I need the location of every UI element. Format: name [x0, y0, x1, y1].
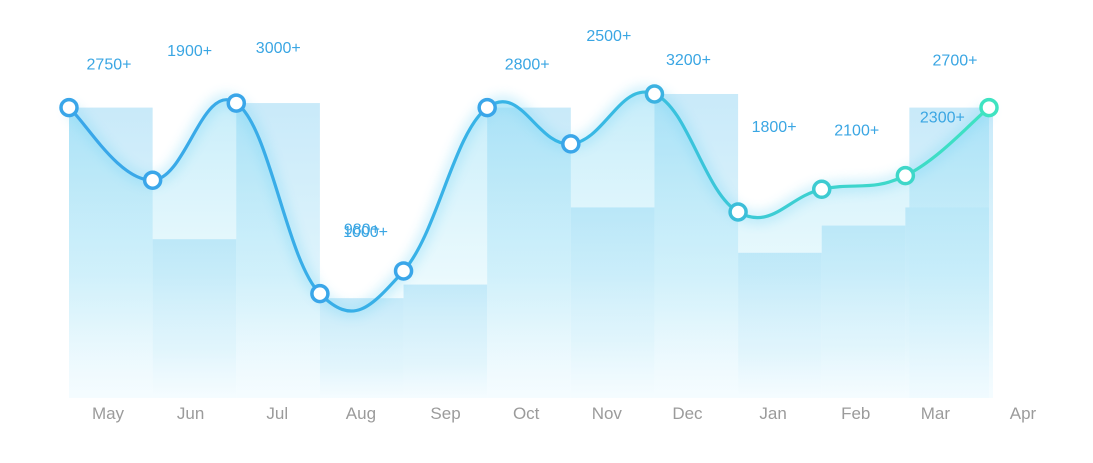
point-feb	[811, 179, 832, 200]
point-oct	[477, 97, 497, 118]
point-jun	[142, 170, 163, 190]
x-tick-label-sep: Sep	[430, 404, 460, 423]
x-tick-label-apr: Apr	[1010, 404, 1037, 423]
x-tick-label-oct: Oct	[513, 404, 540, 423]
point-apr	[979, 97, 999, 118]
labels-layer: 2750+ 1900+ 3000+ 980+1000+ 2800+ 2500+ 3200+ 1…	[87, 28, 978, 241]
x-tick-label-may: May	[92, 404, 125, 423]
value-label-aug: 980+	[344, 222, 380, 239]
value-label-nov: 2500+	[586, 28, 631, 45]
x-tick-label-nov: Nov	[592, 404, 623, 423]
point-jan	[728, 202, 748, 222]
point-dec	[644, 84, 665, 104]
value-label-dec: 3200+	[666, 52, 711, 69]
point-may	[59, 97, 79, 118]
x-tick-label-jul: Jul	[266, 404, 288, 423]
x-axis: May Jun Jul Aug Sep Oct Nov Dec Jan Feb Mar Apr	[92, 404, 1037, 423]
area-fill	[69, 92, 989, 398]
value-label-jun: 1900+	[167, 43, 212, 60]
points-layer	[59, 84, 999, 304]
value-label-sep: 1000+	[343, 224, 388, 241]
value-label-feb: 2100+	[834, 122, 879, 139]
x-tick-label-aug: Aug	[346, 404, 376, 423]
area-layer	[69, 92, 989, 398]
point-mar	[895, 165, 916, 186]
value-label-jan: 1800+	[752, 119, 797, 136]
point-sep	[393, 261, 414, 281]
value-label-jul: 3000+	[256, 40, 301, 57]
value-label-mar: 2300+	[920, 110, 965, 127]
x-tick-label-jun: Jun	[177, 404, 204, 423]
value-label-apr: 2700+	[933, 53, 978, 70]
point-aug	[310, 283, 330, 304]
point-nov	[561, 134, 581, 154]
x-tick-label-jan: Jan	[759, 404, 786, 423]
value-label-may: 2750+	[87, 57, 132, 74]
x-tick-label-feb: Feb	[841, 404, 870, 423]
x-tick-label-dec: Dec	[672, 404, 703, 423]
point-jul	[226, 93, 247, 113]
value-label-oct: 2800+	[505, 57, 550, 74]
x-tick-label-mar: Mar	[921, 404, 951, 423]
